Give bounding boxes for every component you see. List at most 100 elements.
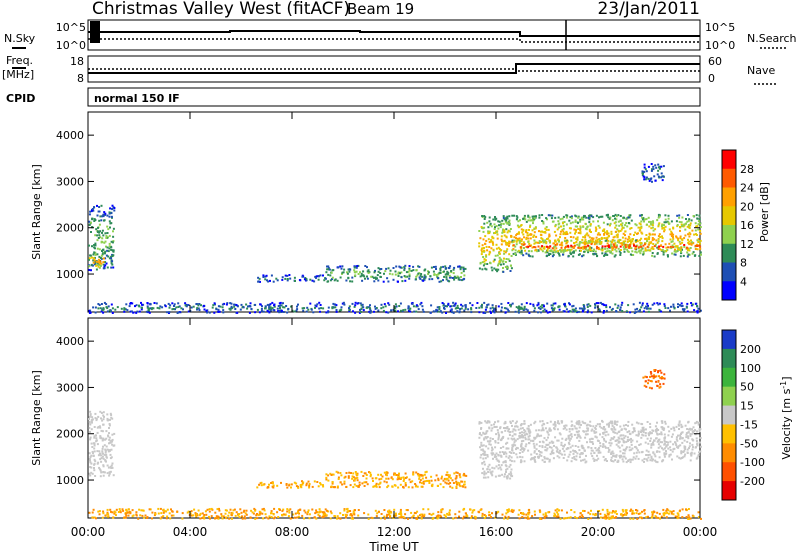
power-cell xyxy=(390,309,393,312)
velocity-cell xyxy=(521,427,524,430)
power-cell xyxy=(301,307,304,310)
velocity-cell xyxy=(456,483,458,486)
velocity-cell xyxy=(594,427,597,429)
velocity-cell xyxy=(94,475,97,477)
power-cell xyxy=(562,222,564,225)
velocity-cell xyxy=(656,511,659,514)
velocity-cell xyxy=(652,458,654,461)
velocity-cell xyxy=(108,450,111,452)
velocity-cell xyxy=(585,433,588,436)
power-cell xyxy=(397,275,400,277)
velocity-cell xyxy=(665,509,668,512)
power-cell xyxy=(167,302,170,305)
power-cell xyxy=(110,212,113,215)
velocity-cell xyxy=(601,445,604,448)
power-cell xyxy=(569,252,572,255)
power-cell xyxy=(679,237,682,240)
power-cell xyxy=(89,210,92,213)
power-cell xyxy=(412,305,415,308)
velocity-cell xyxy=(641,450,644,453)
velocity-cell xyxy=(363,485,366,487)
velocity-cell xyxy=(653,375,656,378)
velocity-cell xyxy=(347,475,350,478)
velocity-cell xyxy=(331,481,334,484)
x-axis: 00:00 04:00 08:00 12:00 16:00 20:00 00:00 xyxy=(71,112,717,539)
power-cell xyxy=(430,304,433,307)
power-cell xyxy=(421,308,424,311)
velocity-cell xyxy=(663,440,666,443)
power-cell xyxy=(540,241,542,243)
power-cell xyxy=(256,308,259,311)
power-cell xyxy=(546,238,548,240)
power-cell xyxy=(483,247,485,249)
velocity-cell xyxy=(480,441,483,444)
power-cell xyxy=(438,280,441,283)
power-cell xyxy=(98,206,101,208)
power-cell xyxy=(651,254,654,257)
power-cell xyxy=(558,308,561,311)
velocity-cell xyxy=(345,515,347,518)
power-cell xyxy=(103,241,106,244)
power-cell xyxy=(506,231,509,234)
power-cell xyxy=(525,245,528,248)
power-cell xyxy=(552,251,555,254)
velocity-cell xyxy=(495,433,498,436)
velocity-cell xyxy=(348,471,351,474)
velocity-cell xyxy=(505,455,508,458)
power-cell xyxy=(700,253,702,256)
velocity-cell xyxy=(141,514,144,517)
power-cell xyxy=(531,229,534,232)
power-cell xyxy=(509,305,512,308)
velocity-cell xyxy=(261,512,264,515)
velocity-cell xyxy=(145,517,148,519)
power-cell xyxy=(322,307,325,310)
power-cell xyxy=(195,303,198,305)
cpid-label: CPID xyxy=(6,92,35,105)
velocity-cell xyxy=(494,446,497,449)
velocity-cell xyxy=(647,382,649,385)
velocity-cell xyxy=(447,513,450,516)
velocity-cell xyxy=(546,447,549,450)
power-cell xyxy=(506,215,509,218)
velocity-cell xyxy=(372,480,374,482)
power-cell xyxy=(566,249,569,252)
power-cell xyxy=(126,309,129,312)
velocity-cell xyxy=(514,429,517,432)
power-cell xyxy=(657,247,660,250)
power-cell xyxy=(551,247,554,250)
velocity-cell xyxy=(507,447,510,450)
power-cell xyxy=(546,249,549,252)
power-cell xyxy=(604,250,607,253)
power-cell xyxy=(105,306,108,309)
power-cell xyxy=(415,304,418,307)
velocity-cell xyxy=(554,421,556,424)
velocity-cell xyxy=(237,513,239,516)
velocity-cell xyxy=(111,433,114,436)
velocity-cell xyxy=(634,457,637,460)
power-cell xyxy=(369,307,371,310)
velocity-cell xyxy=(241,517,244,520)
power-cell xyxy=(576,243,579,246)
velocity-cell xyxy=(436,517,439,520)
power-cell xyxy=(657,223,660,226)
power-cell xyxy=(230,302,233,305)
velocity-cell xyxy=(227,514,230,517)
power-cell xyxy=(283,306,286,309)
velocity-cell xyxy=(493,426,496,428)
velocity-cell xyxy=(107,515,110,518)
power-cell xyxy=(305,310,308,313)
power-cell xyxy=(646,249,649,252)
power-cell xyxy=(632,303,635,306)
velocity-cell xyxy=(391,478,394,481)
velocity-cell xyxy=(655,380,658,383)
power-cell xyxy=(587,244,590,247)
power-cell xyxy=(481,303,483,306)
velocity-cell xyxy=(602,455,605,458)
power-cell xyxy=(542,310,545,312)
power-cell xyxy=(516,216,519,219)
velocity-cell xyxy=(94,412,97,415)
power-cell xyxy=(415,305,418,308)
velocity-cell xyxy=(90,428,93,431)
power-cell xyxy=(597,224,600,227)
power-cell xyxy=(141,303,143,306)
